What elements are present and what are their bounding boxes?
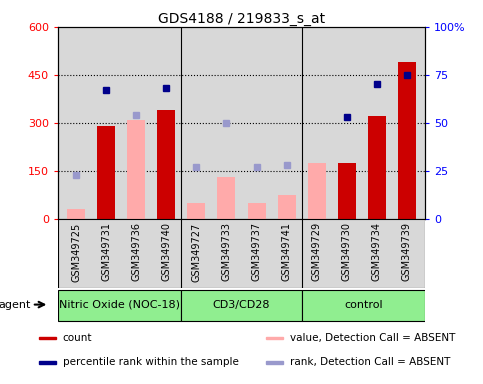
Text: GSM349736: GSM349736 <box>131 222 141 281</box>
Text: GSM349731: GSM349731 <box>101 222 111 281</box>
Text: percentile rank within the sample: percentile rank within the sample <box>63 358 239 367</box>
Bar <box>187 203 205 219</box>
Text: GSM349737: GSM349737 <box>252 222 261 281</box>
Bar <box>39 337 56 339</box>
Bar <box>217 177 236 219</box>
Text: agent: agent <box>0 300 31 310</box>
Text: GSM349739: GSM349739 <box>402 222 412 281</box>
Bar <box>181 290 302 321</box>
Bar <box>67 209 85 219</box>
Text: rank, Detection Call = ABSENT: rank, Detection Call = ABSENT <box>290 358 450 367</box>
Text: Nitric Oxide (NOC-18): Nitric Oxide (NOC-18) <box>59 300 180 310</box>
Bar <box>308 163 326 219</box>
Text: GSM349734: GSM349734 <box>372 222 382 281</box>
Bar <box>368 116 386 219</box>
Text: count: count <box>63 333 92 343</box>
Text: GSM349725: GSM349725 <box>71 222 81 281</box>
Bar <box>338 163 356 219</box>
Bar <box>266 337 283 339</box>
Text: CD3/CD28: CD3/CD28 <box>213 300 270 310</box>
Bar <box>302 290 425 321</box>
Bar <box>58 219 425 288</box>
Text: GSM349729: GSM349729 <box>312 222 322 281</box>
Bar <box>398 62 416 219</box>
Bar <box>127 120 145 219</box>
Bar <box>58 290 181 321</box>
Text: GSM349733: GSM349733 <box>222 222 231 281</box>
Bar <box>278 195 296 219</box>
Text: GSM349740: GSM349740 <box>161 222 171 281</box>
Bar <box>157 110 175 219</box>
Bar <box>39 361 56 364</box>
Text: control: control <box>344 300 383 310</box>
Text: GSM349730: GSM349730 <box>342 222 352 281</box>
Text: GSM349727: GSM349727 <box>191 222 201 281</box>
Bar <box>97 126 115 219</box>
Bar <box>247 203 266 219</box>
Text: value, Detection Call = ABSENT: value, Detection Call = ABSENT <box>290 333 455 343</box>
Title: GDS4188 / 219833_s_at: GDS4188 / 219833_s_at <box>158 12 325 26</box>
Bar <box>266 361 283 364</box>
Text: GSM349741: GSM349741 <box>282 222 292 281</box>
